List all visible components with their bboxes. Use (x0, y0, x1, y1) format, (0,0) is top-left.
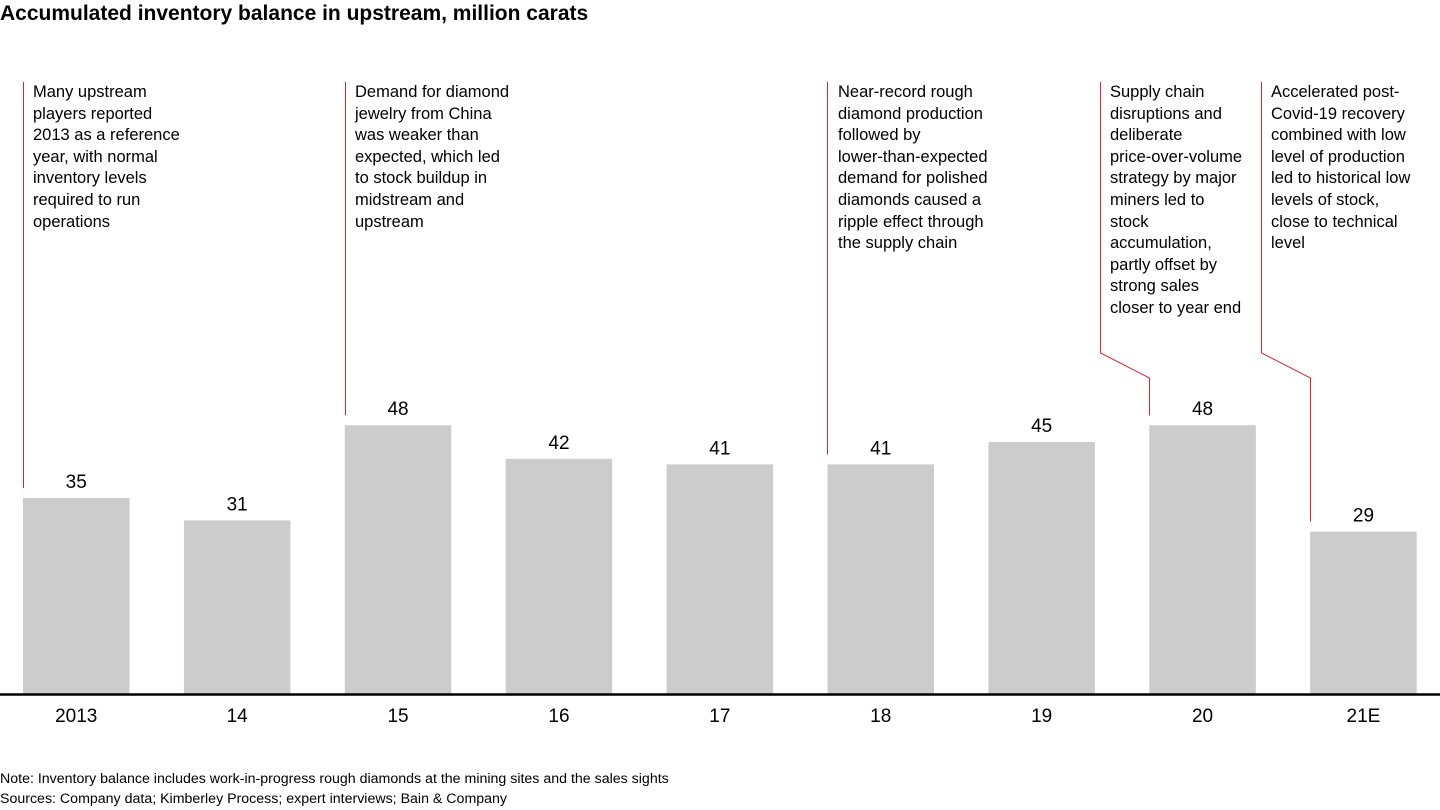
x-tick-label-19: 19 (1031, 706, 1052, 727)
data-label-16: 42 (548, 433, 569, 454)
annotation-15: Demand for diamond jewelry from China wa… (355, 83, 510, 231)
data-label-21e: 29 (1353, 506, 1374, 527)
data-label-19: 45 (1031, 416, 1052, 437)
leader-line-21e (1261, 82, 1311, 522)
data-label-17: 41 (709, 438, 730, 459)
chart-title: Accumulated inventory balance in upstrea… (0, 2, 589, 25)
bar-21e (1310, 531, 1417, 694)
bar-20 (1149, 425, 1256, 694)
annotation-18: Near-record rough diamond production fol… (838, 83, 988, 253)
bar-16 (505, 458, 613, 694)
annotation-21e: Accelerated post- Covid-19 recovery comb… (1271, 83, 1411, 253)
x-tick-label-16: 16 (548, 706, 569, 727)
x-tick-label-20: 20 (1192, 706, 1213, 727)
data-label-14: 31 (227, 494, 248, 515)
bar-15 (344, 425, 452, 694)
sources-footnote: Sources: Company data; Kimberley Process… (0, 791, 508, 807)
x-tick-label-17: 17 (709, 706, 730, 727)
note-footnote: Note: Inventory balance includes work-in… (0, 771, 669, 787)
annotation-20: Supply chain disruptions and deliberate … (1110, 83, 1243, 317)
x-tick-label-15: 15 (387, 706, 408, 727)
leader-line-20 (1100, 82, 1150, 416)
bar-18 (827, 464, 934, 694)
data-label-15: 48 (387, 399, 408, 420)
x-tick-label-18: 18 (870, 706, 891, 727)
bar-2013 (23, 498, 130, 694)
x-tick-label-21e: 21E (1347, 706, 1381, 727)
x-tick-label-2013: 2013 (55, 706, 97, 727)
data-label-20: 48 (1192, 399, 1213, 420)
data-label-2013: 35 (66, 472, 87, 493)
data-label-18: 41 (870, 438, 891, 459)
bar-19 (988, 442, 1095, 694)
bar-14 (183, 520, 291, 694)
annotation-2013: Many upstream players reported 2013 as a… (33, 83, 180, 231)
bar-17 (666, 464, 774, 694)
x-tick-label-14: 14 (227, 706, 249, 727)
